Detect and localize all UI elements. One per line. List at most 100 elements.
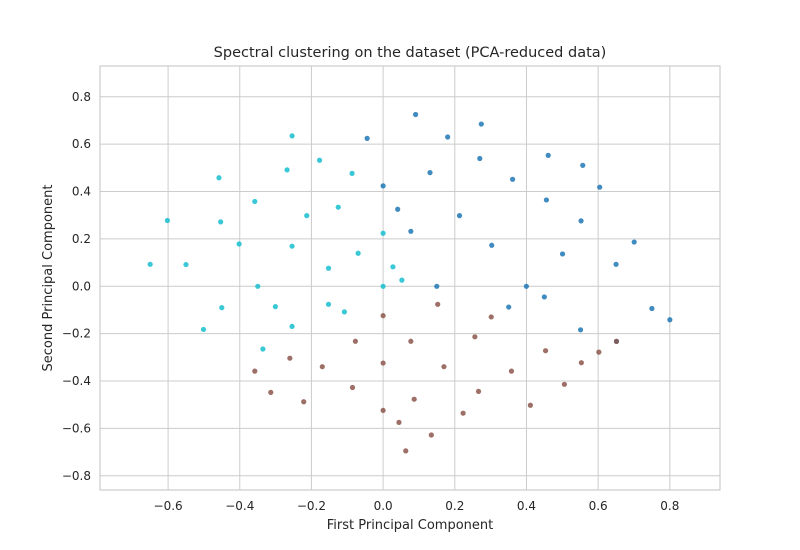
scatter-point xyxy=(596,349,602,355)
scatter-point xyxy=(218,219,224,225)
scatter-point xyxy=(545,152,551,158)
scatter-point xyxy=(428,432,434,438)
scatter-point xyxy=(489,242,495,248)
scatter-point xyxy=(541,294,547,300)
scatter-point xyxy=(216,175,222,181)
scatter-point xyxy=(380,183,386,189)
scatter-point xyxy=(287,355,293,361)
x-tick-label: −0.4 xyxy=(225,499,254,513)
scatter-point xyxy=(252,368,258,374)
scatter-point xyxy=(380,230,386,236)
scatter-point xyxy=(316,157,323,163)
scatter-point xyxy=(200,326,207,333)
scatter-point xyxy=(508,368,515,374)
scatter-point xyxy=(445,134,451,140)
scatter-point xyxy=(434,283,440,289)
scatter-point xyxy=(147,261,153,267)
scatter-point xyxy=(164,217,170,224)
chart-title: Spectral clustering on the dataset (PCA-… xyxy=(214,45,607,61)
scatter-point xyxy=(597,184,603,190)
y-axis-label: Second Principal Component xyxy=(41,185,56,372)
y-tick-label: 0.4 xyxy=(72,185,91,199)
y-tick-label: −0.2 xyxy=(62,327,91,341)
plot-frame xyxy=(99,65,721,491)
scatter-point xyxy=(272,304,278,310)
scatter-point xyxy=(477,155,483,162)
scatter-point xyxy=(289,133,295,139)
scatter-point xyxy=(578,218,584,224)
scatter-point xyxy=(319,364,325,370)
x-tick-label: 0.8 xyxy=(660,499,679,513)
scatter-point xyxy=(413,111,419,118)
scatter-point xyxy=(284,167,290,173)
x-axis-label: First Principal Component xyxy=(327,518,494,533)
scatter-point xyxy=(667,317,673,323)
scatter-point xyxy=(349,384,356,391)
scatter-point xyxy=(542,348,549,354)
scatter-point xyxy=(349,170,355,176)
scatter-point xyxy=(260,346,266,352)
scatter-point xyxy=(631,239,637,245)
x-tick-label: 0.2 xyxy=(445,499,464,513)
scatter-point xyxy=(411,396,417,402)
x-tick-label: 0.0 xyxy=(374,499,393,513)
y-tick-label: −0.8 xyxy=(62,469,91,483)
y-tick-label: 0.0 xyxy=(72,279,91,293)
scatter-point xyxy=(403,448,409,454)
scatter-point xyxy=(268,389,274,395)
scatter-point xyxy=(380,283,386,289)
scatter-point xyxy=(427,170,433,176)
scatter-point xyxy=(236,241,242,247)
scatter-point xyxy=(527,402,533,408)
scatter-point xyxy=(380,313,386,319)
scatter-point xyxy=(390,264,396,270)
scatter-point xyxy=(613,338,620,344)
x-tick-label: −0.2 xyxy=(297,499,326,513)
scatter-point xyxy=(396,419,402,425)
scatter-point xyxy=(341,309,347,315)
scatter-point xyxy=(478,121,484,127)
scatter-point xyxy=(183,261,189,268)
scatter-point xyxy=(472,334,478,340)
scatter-point xyxy=(506,304,512,310)
y-tick-label: 0.2 xyxy=(72,232,91,246)
scatter-point xyxy=(364,135,370,141)
scatter-point xyxy=(577,327,584,333)
scatter-point xyxy=(578,360,584,366)
scatter-point xyxy=(561,381,568,387)
scatter-point xyxy=(380,407,386,414)
scatter-point xyxy=(255,283,261,289)
scatter-point xyxy=(301,399,307,405)
scatter-point xyxy=(219,305,225,311)
scatter-point xyxy=(399,277,405,283)
scatter-point xyxy=(475,388,482,394)
scatter-point xyxy=(289,323,295,330)
grid xyxy=(100,66,720,490)
scatter-point xyxy=(304,213,310,219)
scatter-point xyxy=(559,251,566,257)
scatter-point xyxy=(613,261,619,267)
scatter-point xyxy=(460,410,466,416)
scatter-point xyxy=(523,283,529,289)
scatter-point xyxy=(355,250,361,256)
x-tick-label: 0.6 xyxy=(589,499,608,513)
scatter-point xyxy=(335,204,341,210)
scatter-point xyxy=(380,360,386,366)
scatter-point xyxy=(325,301,332,307)
scatter-point xyxy=(352,338,358,344)
scatter-point xyxy=(325,265,332,271)
y-tick-label: −0.4 xyxy=(62,374,91,388)
scatter-point xyxy=(252,198,258,205)
scatter-point xyxy=(488,314,494,320)
scatter-point xyxy=(435,301,441,307)
tick-labels: −0.6 −0.4 −0.2 0.0 0.2 0.4 0.6 0.8 −0.8 −0.6 −0.4 −… xyxy=(62,90,680,513)
scatter-point xyxy=(441,364,447,370)
scatter-point xyxy=(408,338,414,344)
scatter-point xyxy=(395,206,401,212)
y-tick-label: −0.6 xyxy=(62,421,91,435)
scatter-point xyxy=(408,228,414,234)
scatter-points xyxy=(147,111,673,454)
x-tick-label: 0.4 xyxy=(517,499,536,513)
